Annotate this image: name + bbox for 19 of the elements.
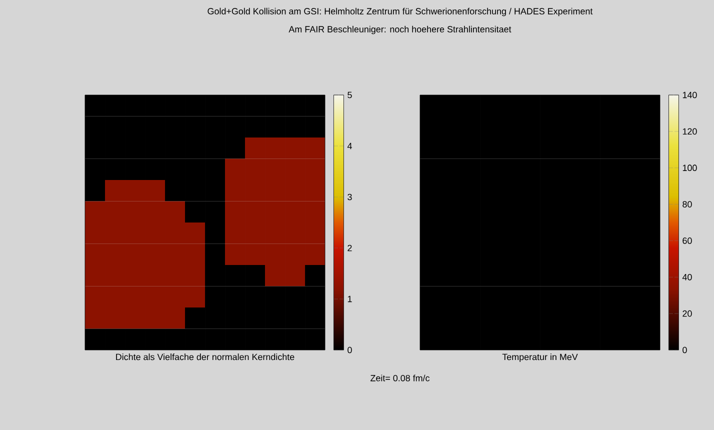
- text: Gold+Gold Kollision am GSI: Helmholtz Zentrum für Schwerionenforschung / HADES Experiment: [208, 8, 593, 16]
- color-bar-label: 5: [348, 92, 352, 98]
- text: Am FAIR Beschleuniger: noch hoehere Strahlintensitaet: [288, 26, 512, 34]
- color-bar-label: 80: [682, 201, 692, 208]
- color-bar-label: 2: [348, 244, 352, 252]
- x-axis-title: Dichte als Vielfache der normalen Kerndichte: [116, 354, 294, 360]
- color-bar-label: 4: [347, 142, 352, 150]
- x-axis-title: Temperatur in MeV: [502, 354, 578, 362]
- color-bar-label: 0: [682, 346, 687, 354]
- color-bar-label: 120: [682, 128, 697, 135]
- color-bar-label: 140: [682, 92, 697, 98]
- color-bar-label: 0: [348, 346, 352, 354]
- color-bar-label: 1: [348, 296, 352, 302]
- color-bar-label: 40: [682, 274, 692, 280]
- color-bar-label: 60: [682, 238, 692, 244]
- color-bar-label: 20: [682, 310, 692, 317]
- color-bar-label: 100: [682, 164, 697, 172]
- text: Zeit= 0.08 fm/c: [370, 374, 430, 382]
- color-bar-label: 3: [348, 194, 352, 200]
